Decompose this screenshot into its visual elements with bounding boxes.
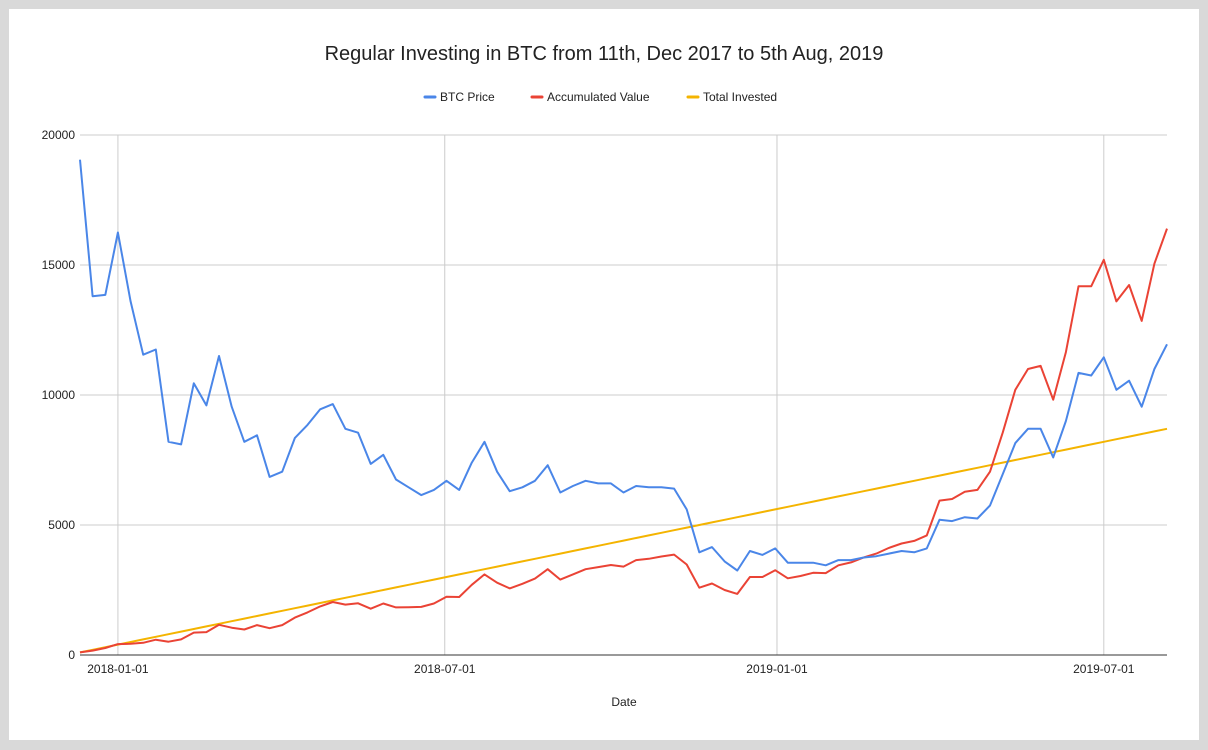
legend: BTC Price Accumulated Value Total Invested bbox=[423, 90, 777, 104]
series-line-accumulated-value bbox=[79, 228, 1168, 654]
y-tick-label: 15000 bbox=[42, 258, 76, 272]
y-tick-label: 0 bbox=[68, 648, 75, 662]
x-axis-ticks: 2018-01-01 2018-07-01 2019-01-01 2019-07-01 bbox=[87, 662, 1135, 676]
gridlines bbox=[80, 134, 1167, 655]
series-line-total-invested bbox=[79, 427, 1168, 654]
legend-label: BTC Price bbox=[440, 90, 495, 104]
legend-label: Total Invested bbox=[703, 90, 777, 104]
legend-label: Accumulated Value bbox=[547, 90, 650, 104]
x-tick-label: 2018-01-01 bbox=[87, 662, 149, 676]
x-tick-label: 2019-07-01 bbox=[1073, 662, 1135, 676]
line-chart: Regular Investing in BTC from 11th, Dec … bbox=[42, 43, 1168, 709]
y-tick-label: 10000 bbox=[42, 388, 76, 402]
x-tick-label: 2019-01-01 bbox=[746, 662, 808, 676]
series-lines bbox=[79, 159, 1168, 654]
chart-title: Regular Investing in BTC from 11th, Dec … bbox=[325, 43, 884, 65]
x-tick-label: 2018-07-01 bbox=[414, 662, 476, 676]
y-tick-label: 5000 bbox=[48, 518, 75, 532]
x-axis-title: Date bbox=[611, 695, 637, 709]
series-line-btc-price bbox=[79, 159, 1168, 572]
chart-card: Regular Investing in BTC from 11th, Dec … bbox=[9, 9, 1199, 740]
y-axis-ticks: 0 5000 10000 15000 20000 bbox=[42, 128, 76, 662]
y-tick-label: 20000 bbox=[42, 128, 76, 142]
